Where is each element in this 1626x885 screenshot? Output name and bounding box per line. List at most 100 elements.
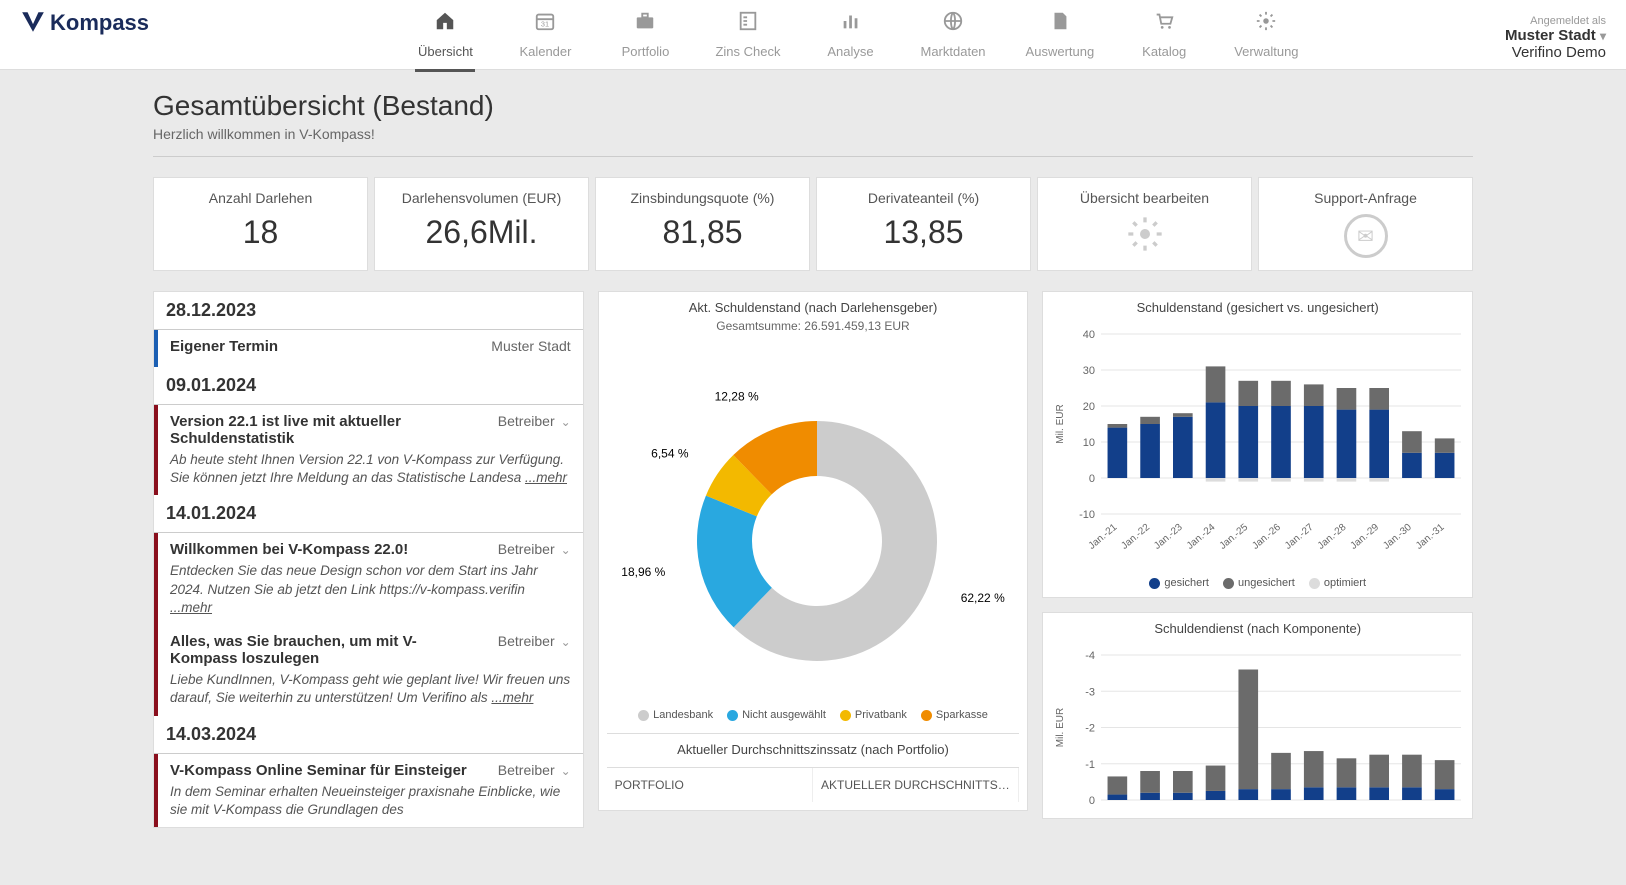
legend-item: Sparkasse xyxy=(921,709,988,721)
gear-icon xyxy=(1255,10,1277,38)
svg-text:0: 0 xyxy=(1089,473,1095,485)
svg-text:62,22 %: 62,22 % xyxy=(960,591,1004,605)
nav-analyse[interactable]: Analyse xyxy=(821,10,881,72)
news-body: Entdecken Sie das neue Design schon vor … xyxy=(170,562,571,617)
doc-icon xyxy=(1049,10,1071,38)
nav-verwaltung[interactable]: Verwaltung xyxy=(1234,10,1298,72)
nav-portfolio[interactable]: Portfolio xyxy=(615,10,675,72)
calendar-icon: 31 xyxy=(534,10,556,38)
chevron-down-icon: ⌄ xyxy=(561,635,571,649)
nav-auswertung[interactable]: Auswertung xyxy=(1026,10,1095,72)
news-source: Betreiber⌄ xyxy=(498,541,571,557)
donut-subtitle: Gesamtsumme: 26.591.459,13 EUR xyxy=(607,319,1020,333)
chevron-down-icon: ⌄ xyxy=(561,764,571,778)
donut-legend: Landesbank Nicht ausgewählt Privatbank Spar… xyxy=(607,709,1020,721)
news-source: Betreiber⌄ xyxy=(498,762,571,778)
news-item[interactable]: Muster StadtEigener Termin xyxy=(154,330,583,367)
svg-text:18,96 %: 18,96 % xyxy=(621,565,665,579)
svg-text:-3: -3 xyxy=(1086,686,1096,698)
svg-text:31: 31 xyxy=(541,20,549,29)
nav-kalender[interactable]: 31Kalender xyxy=(515,10,575,72)
svg-text:10: 10 xyxy=(1083,437,1095,449)
bar2-panel: Schuldendienst (nach Komponente) 0 -1 -2 -3… xyxy=(1042,612,1473,819)
svg-text:30: 30 xyxy=(1083,365,1095,377)
donut-title: Akt. Schuldenstand (nach Darlehensgeber) xyxy=(607,300,1020,315)
user-box[interactable]: Angemeldet als Muster Stadt ▾ Verifino D… xyxy=(1505,10,1606,61)
news-source: Betreiber⌄ xyxy=(498,413,571,429)
news-item[interactable]: Betreiber⌄V-Kompass Online Seminar für E… xyxy=(154,754,583,827)
news-body: Liebe KundInnen, V-Kompass geht wie gepl… xyxy=(170,671,571,707)
briefcase-icon xyxy=(634,10,656,38)
svg-text:Jan.-30: Jan.-30 xyxy=(1382,522,1415,552)
news-body: In dem Seminar erhalten Neueinsteiger pr… xyxy=(170,783,571,819)
kpi-card: Darlehensvolumen (EUR)26,6Mil. xyxy=(374,177,589,271)
legend-item: optimiert xyxy=(1309,577,1366,589)
news-item[interactable]: Betreiber⌄Version 22.1 ist live mit aktu… xyxy=(154,405,583,495)
svg-text:-1: -1 xyxy=(1086,759,1096,771)
svg-text:6,54 %: 6,54 % xyxy=(651,446,689,460)
svg-text:Mil. EUR: Mil. EUR xyxy=(1055,404,1066,443)
svg-text:-2: -2 xyxy=(1086,723,1096,735)
donut-chart: 62,22 % 18,96 % 6,54 % 12,28 % xyxy=(607,341,1027,701)
legend-item: Privatbank xyxy=(840,709,907,721)
checklist-icon xyxy=(737,10,759,38)
mail-icon: ✉ xyxy=(1344,214,1388,258)
page-subtitle: Herzlich willkommen in V-Kompass! xyxy=(153,126,1473,157)
svg-text:-4: -4 xyxy=(1086,650,1096,662)
bar1-title: Schuldenstand (gesichert vs. ungesichert… xyxy=(1051,300,1464,315)
nav-übersicht[interactable]: Übersicht xyxy=(415,10,475,72)
news-item[interactable]: Betreiber⌄Willkommen bei V-Kompass 22.0!… xyxy=(154,533,583,625)
svg-text:Jan.-29: Jan.-29 xyxy=(1349,522,1382,552)
zins-table-header: PORTFOLIO AKTUELLER DURCHSCHNITTSZIN... xyxy=(607,767,1020,802)
svg-text:Mil. EUR: Mil. EUR xyxy=(1055,708,1066,747)
svg-text:Jan.-23: Jan.-23 xyxy=(1152,522,1185,552)
news-body: Ab heute steht Ihnen Version 22.1 von V-… xyxy=(170,451,571,487)
donut-chart-panel: Akt. Schuldenstand (nach Darlehensgeber)… xyxy=(598,291,1029,811)
nav-zins check[interactable]: Zins Check xyxy=(715,10,780,72)
zins-col1: PORTFOLIO xyxy=(607,768,813,802)
svg-text:Jan.-27: Jan.-27 xyxy=(1283,522,1316,552)
gear-icon xyxy=(1046,214,1243,257)
kpi-card: Anzahl Darlehen18 xyxy=(153,177,368,271)
more-link[interactable]: ...mehr xyxy=(170,600,212,615)
nav-katalog[interactable]: Katalog xyxy=(1134,10,1194,72)
bar2-chart: 0 -1 -2 -3 -4 Mil. EUR xyxy=(1051,640,1471,810)
bar2-title: Schuldendienst (nach Komponente) xyxy=(1051,621,1464,636)
svg-text:40: 40 xyxy=(1083,329,1095,341)
user-name: Muster Stadt ▾ xyxy=(1505,27,1606,44)
cart-icon xyxy=(1153,10,1175,38)
svg-text:Jan.-21: Jan.-21 xyxy=(1087,522,1120,552)
kpi-row: Anzahl Darlehen18Darlehensvolumen (EUR)2… xyxy=(153,177,1473,271)
legend-item: Landesbank xyxy=(638,709,713,721)
svg-text:Jan.-25: Jan.-25 xyxy=(1218,522,1251,552)
more-link[interactable]: ...mehr xyxy=(491,690,533,705)
topbar: Kompass Übersicht 31Kalender Portfolio Zins… xyxy=(0,0,1626,70)
legend-item: ungesichert xyxy=(1223,577,1295,589)
news-item[interactable]: Betreiber⌄Alles, was Sie brauchen, um mi… xyxy=(154,625,583,715)
news-date: 14.01.2024 xyxy=(154,495,583,533)
bar1-legend: gesichertungesichertoptimiert xyxy=(1051,577,1464,589)
svg-text:12,28 %: 12,28 % xyxy=(714,390,758,404)
svg-text:Jan.-26: Jan.-26 xyxy=(1251,522,1284,552)
svg-text:Jan.-22: Jan.-22 xyxy=(1120,522,1153,552)
chevron-down-icon: ⌄ xyxy=(561,415,571,429)
logo[interactable]: Kompass xyxy=(20,10,149,36)
svg-text:Jan.-31: Jan.-31 xyxy=(1414,522,1447,552)
zins-title: Aktueller Durchschnittszinssatz (nach Po… xyxy=(607,733,1020,757)
bar1-chart: -10010203040Mil. EURJan.-21Jan.-22Jan.-2… xyxy=(1051,319,1471,569)
more-link[interactable]: ...mehr xyxy=(525,470,567,485)
news-date: 14.03.2024 xyxy=(154,716,583,754)
main-nav: Übersicht 31Kalender Portfolio Zins Check An… xyxy=(209,10,1505,72)
svg-text:Jan.-28: Jan.-28 xyxy=(1316,522,1349,552)
logged-in-label: Angemeldet als xyxy=(1505,15,1606,27)
svg-text:0: 0 xyxy=(1089,795,1095,807)
kpi-card[interactable]: Support-Anfrage✉ xyxy=(1258,177,1473,271)
legend-item: Nicht ausgewählt xyxy=(727,709,826,721)
news-feed: 28.12.2023Muster StadtEigener Termin09.0… xyxy=(153,291,584,828)
news-source: Betreiber⌄ xyxy=(498,633,571,649)
nav-marktdaten[interactable]: Marktdaten xyxy=(921,10,986,72)
user-caret-icon: ▾ xyxy=(1600,29,1606,43)
kpi-card[interactable]: Übersicht bearbeiten xyxy=(1037,177,1252,271)
home-icon xyxy=(434,10,456,38)
user-org: Verifino Demo xyxy=(1505,44,1606,61)
